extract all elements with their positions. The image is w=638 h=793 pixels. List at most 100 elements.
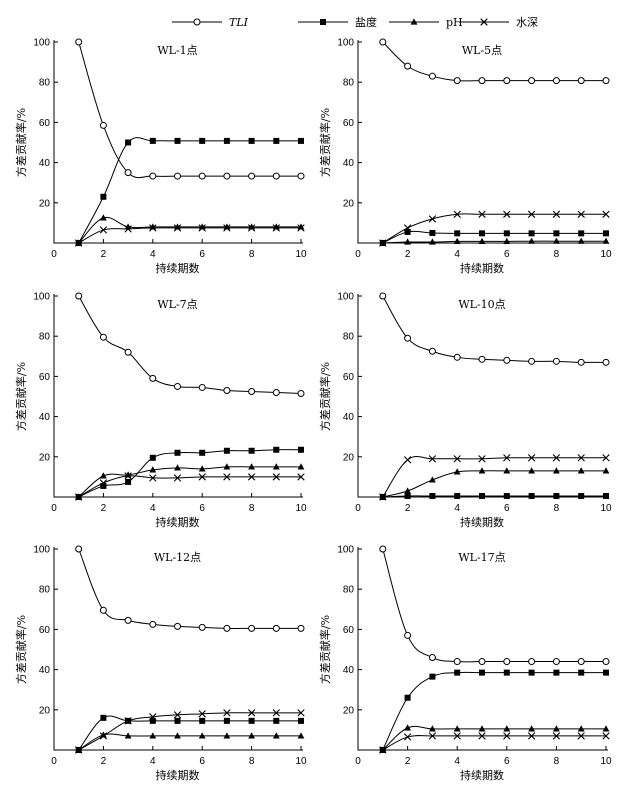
data-point-盐度 <box>174 717 181 724</box>
series-line-盐度 <box>78 137 301 244</box>
x-tick-label: 8 <box>249 756 255 767</box>
data-point-盐度 <box>553 230 560 237</box>
data-point-盐度 <box>100 714 107 721</box>
data-point-水深 <box>453 455 461 463</box>
data-point-tli <box>99 333 107 341</box>
data-point-盐度 <box>454 669 461 676</box>
series-水深 <box>75 709 305 754</box>
data-point-水深 <box>223 709 231 717</box>
data-point-tli <box>124 169 132 177</box>
data-point-水深 <box>602 732 610 740</box>
legend-label: 水深 <box>516 16 538 29</box>
data-point-tli <box>124 348 132 356</box>
y-tick-label: 20 <box>343 452 355 463</box>
data-point-ph <box>553 467 560 474</box>
x-tick-label: 8 <box>554 756 560 767</box>
data-point-tli <box>577 77 585 85</box>
data-point-ph <box>198 732 206 739</box>
data-point-水深 <box>577 210 585 218</box>
data-point-ph <box>100 214 107 221</box>
y-tick-label: 60 <box>343 372 355 383</box>
data-point-ph <box>248 732 255 739</box>
x-axis-title: 持续期数 <box>460 515 504 529</box>
x-tick-label: 0 <box>51 503 57 514</box>
data-point-水深 <box>124 717 132 725</box>
data-point-ph <box>602 467 610 474</box>
y-tick-label: 80 <box>343 585 355 596</box>
data-point-ph <box>223 463 231 470</box>
data-point-tli <box>248 387 256 395</box>
data-point-水深 <box>75 493 83 501</box>
data-point-tli <box>99 121 107 129</box>
series-line-盐度 <box>78 715 301 751</box>
series-line-tli <box>78 41 301 179</box>
x-axis-title: 持续期数 <box>156 515 200 529</box>
series-盐度 <box>379 669 609 753</box>
data-point-水深 <box>552 732 561 740</box>
data-point-水深 <box>478 455 486 463</box>
data-point-水深 <box>453 732 461 740</box>
data-point-tli <box>272 624 280 632</box>
y-tick-label: 40 <box>39 665 51 676</box>
axis-lines <box>357 547 608 751</box>
y-tick-label: 80 <box>39 78 51 89</box>
data-point-盐度 <box>404 228 411 235</box>
x-tick-label: 6 <box>199 249 205 260</box>
data-point-水深 <box>124 472 132 480</box>
x-tick-label: 4 <box>150 249 156 260</box>
data-point-tli <box>404 334 412 342</box>
y-tick-label: 40 <box>343 412 355 423</box>
data-point-tli <box>478 77 486 85</box>
data-point-tli <box>503 356 511 364</box>
series-ph <box>75 731 305 753</box>
data-point-tli <box>528 658 536 666</box>
data-point-水深 <box>247 709 256 717</box>
legend-label: 盐度 <box>355 15 377 29</box>
x-tick-label: 2 <box>101 756 107 767</box>
data-point-盐度 <box>273 717 280 724</box>
data-point-ph <box>602 725 610 732</box>
x-tick-label: 0 <box>51 756 57 767</box>
data-point-ph <box>503 467 511 474</box>
data-point-盐度 <box>298 446 304 453</box>
data-point-盐度 <box>503 492 510 499</box>
data-point-水深 <box>478 210 486 218</box>
legend-entry-盐度: 盐度 <box>298 15 377 29</box>
y-axis-title: 方差贡献率/% <box>318 108 332 177</box>
data-point-tli <box>577 358 585 366</box>
data-point-水深 <box>99 732 108 740</box>
y-tick-label: 80 <box>343 78 355 89</box>
chart-panel-wl-7点: 20 40 60 80 100 0 2 4 6 8 10 持续期数 方差贡献率/% WL-7点 <box>14 292 307 530</box>
series-line-盐度 <box>382 495 606 498</box>
data-point-tli <box>272 172 280 180</box>
data-point-水深 <box>173 224 182 232</box>
y-axis-title: 方差贡献率/% <box>14 615 28 684</box>
data-point-tli <box>75 38 83 46</box>
series-line-水深 <box>78 227 301 244</box>
series-水深 <box>75 472 305 501</box>
series-line-水深 <box>78 712 301 751</box>
x-tick-label: 4 <box>150 756 156 767</box>
series-盐度 <box>75 446 304 500</box>
y-tick-label: 80 <box>343 332 355 343</box>
data-point-tli <box>272 388 280 396</box>
x-tick-label: 8 <box>249 503 255 514</box>
data-point-盐度 <box>125 478 132 485</box>
x-tick-label: 10 <box>295 756 307 767</box>
series-line-水深 <box>78 475 301 498</box>
data-point-tli <box>428 347 436 355</box>
data-point-tli <box>404 62 412 70</box>
x-tick-label: 8 <box>554 503 560 514</box>
data-point-水深 <box>527 732 536 740</box>
data-point-水深 <box>297 224 305 232</box>
data-point-ph <box>503 725 511 732</box>
series-ph <box>379 237 610 246</box>
data-point-水深 <box>99 226 108 234</box>
data-point-盐度 <box>553 492 560 499</box>
data-point-水深 <box>527 210 536 218</box>
data-point-ph <box>297 732 305 739</box>
data-point-ph <box>528 237 535 244</box>
x-tick-label: 8 <box>554 249 560 260</box>
data-point-水深 <box>173 474 182 482</box>
